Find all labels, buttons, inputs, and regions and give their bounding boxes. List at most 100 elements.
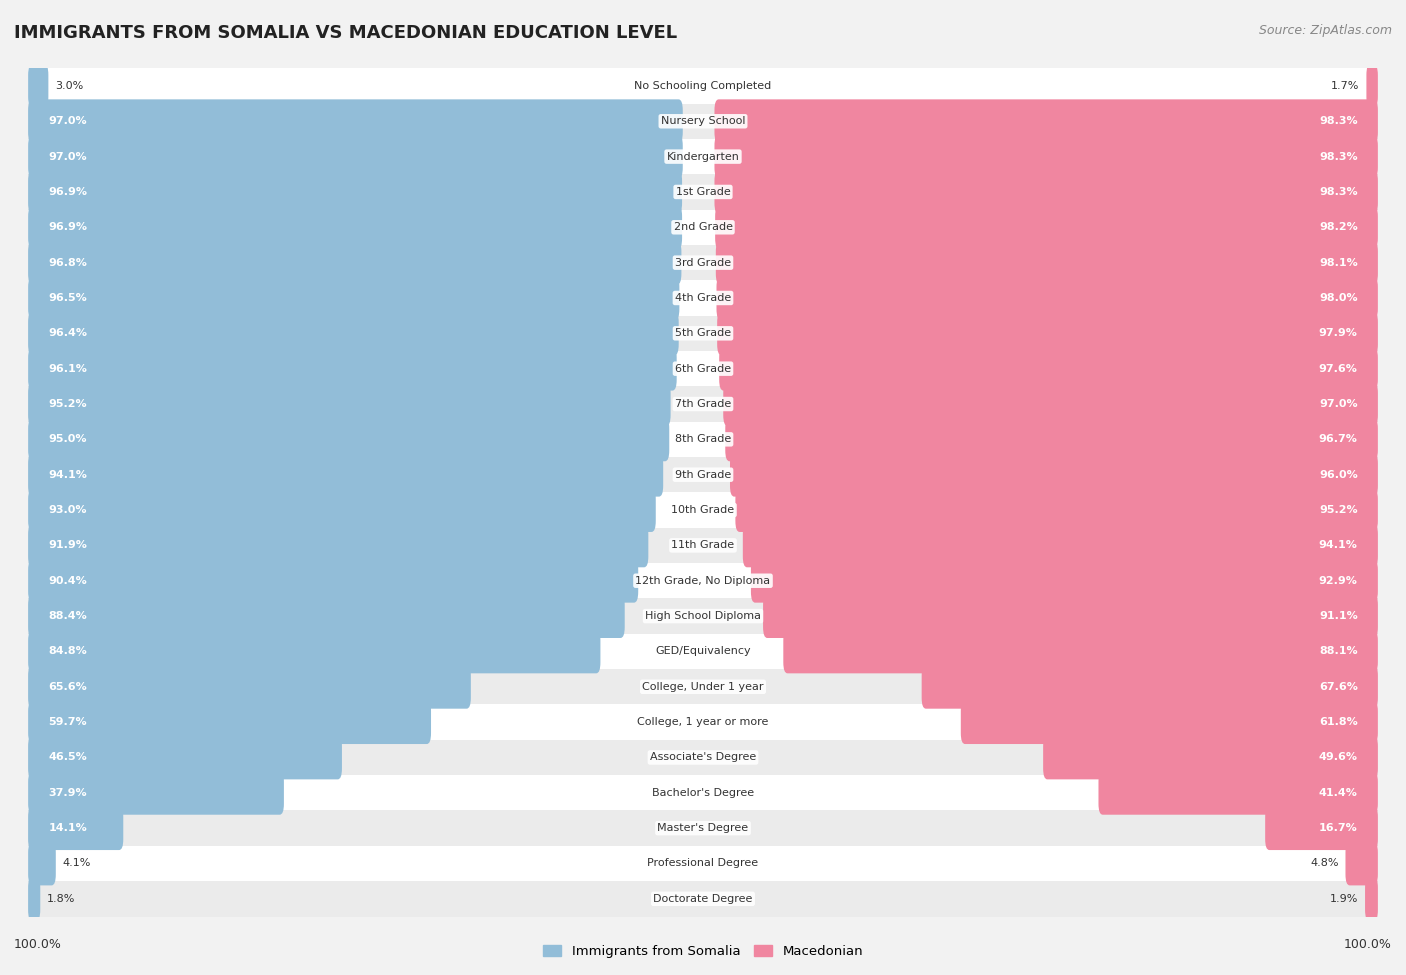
Text: 97.0%: 97.0% — [48, 151, 87, 162]
Bar — [1, 846, 1405, 881]
Bar — [1, 316, 1405, 351]
Text: 37.9%: 37.9% — [48, 788, 87, 798]
FancyBboxPatch shape — [735, 488, 1378, 532]
Text: 90.4%: 90.4% — [48, 575, 87, 586]
Bar — [1, 669, 1405, 704]
Text: 84.8%: 84.8% — [48, 646, 87, 656]
FancyBboxPatch shape — [714, 135, 1378, 178]
Text: Master's Degree: Master's Degree — [658, 823, 748, 834]
FancyBboxPatch shape — [1367, 64, 1378, 108]
Bar — [1, 103, 1405, 138]
FancyBboxPatch shape — [28, 700, 432, 744]
FancyBboxPatch shape — [28, 877, 41, 920]
Text: 11th Grade: 11th Grade — [672, 540, 734, 551]
FancyBboxPatch shape — [28, 417, 669, 461]
Text: 96.8%: 96.8% — [48, 257, 87, 268]
Text: Kindergarten: Kindergarten — [666, 151, 740, 162]
FancyBboxPatch shape — [714, 99, 1378, 143]
FancyBboxPatch shape — [1365, 877, 1378, 920]
Bar — [1, 527, 1405, 564]
Text: 98.1%: 98.1% — [1319, 257, 1358, 268]
FancyBboxPatch shape — [714, 170, 1378, 214]
Text: Associate's Degree: Associate's Degree — [650, 753, 756, 762]
Text: 4th Grade: 4th Grade — [675, 292, 731, 303]
Text: Professional Degree: Professional Degree — [647, 858, 759, 869]
Text: IMMIGRANTS FROM SOMALIA VS MACEDONIAN EDUCATION LEVEL: IMMIGRANTS FROM SOMALIA VS MACEDONIAN ED… — [14, 24, 678, 42]
FancyBboxPatch shape — [716, 206, 1378, 250]
Text: 61.8%: 61.8% — [1319, 717, 1358, 727]
FancyBboxPatch shape — [28, 630, 600, 674]
Bar — [1, 810, 1405, 846]
FancyBboxPatch shape — [28, 135, 683, 178]
FancyBboxPatch shape — [28, 347, 676, 391]
Text: 95.2%: 95.2% — [48, 399, 87, 410]
Text: 98.3%: 98.3% — [1319, 116, 1358, 127]
Text: 4.1%: 4.1% — [62, 858, 91, 869]
Bar — [1, 457, 1405, 492]
FancyBboxPatch shape — [717, 276, 1378, 320]
Text: 93.0%: 93.0% — [48, 505, 87, 515]
Text: 96.0%: 96.0% — [1319, 470, 1358, 480]
Text: 46.5%: 46.5% — [48, 753, 87, 762]
FancyBboxPatch shape — [723, 382, 1378, 426]
Text: 96.1%: 96.1% — [48, 364, 87, 373]
Bar — [1, 599, 1405, 634]
Text: College, Under 1 year: College, Under 1 year — [643, 682, 763, 692]
Bar — [1, 775, 1405, 810]
FancyBboxPatch shape — [28, 841, 56, 885]
Text: 98.3%: 98.3% — [1319, 151, 1358, 162]
FancyBboxPatch shape — [730, 452, 1378, 496]
Text: 2nd Grade: 2nd Grade — [673, 222, 733, 232]
Text: 12th Grade, No Diploma: 12th Grade, No Diploma — [636, 575, 770, 586]
FancyBboxPatch shape — [922, 665, 1378, 709]
FancyBboxPatch shape — [717, 311, 1378, 355]
Text: 88.4%: 88.4% — [48, 611, 87, 621]
FancyBboxPatch shape — [720, 347, 1378, 391]
FancyBboxPatch shape — [28, 488, 655, 532]
Text: College, 1 year or more: College, 1 year or more — [637, 717, 769, 727]
Text: 5th Grade: 5th Grade — [675, 329, 731, 338]
Text: 97.0%: 97.0% — [48, 116, 87, 127]
Text: 1.9%: 1.9% — [1330, 894, 1358, 904]
Text: 7th Grade: 7th Grade — [675, 399, 731, 410]
Text: 9th Grade: 9th Grade — [675, 470, 731, 480]
Text: 100.0%: 100.0% — [1344, 938, 1392, 951]
Text: 10th Grade: 10th Grade — [672, 505, 734, 515]
Text: 96.5%: 96.5% — [48, 292, 87, 303]
Text: 97.0%: 97.0% — [1319, 399, 1358, 410]
Text: GED/Equivalency: GED/Equivalency — [655, 646, 751, 656]
Text: 98.3%: 98.3% — [1319, 187, 1358, 197]
Bar — [1, 492, 1405, 527]
Text: 98.0%: 98.0% — [1319, 292, 1358, 303]
FancyBboxPatch shape — [783, 630, 1378, 674]
Text: No Schooling Completed: No Schooling Completed — [634, 81, 772, 91]
Text: 91.9%: 91.9% — [48, 540, 87, 551]
FancyBboxPatch shape — [28, 806, 124, 850]
Text: 67.6%: 67.6% — [1319, 682, 1358, 692]
Text: 94.1%: 94.1% — [1319, 540, 1358, 551]
Bar — [1, 740, 1405, 775]
Text: 91.1%: 91.1% — [1319, 611, 1358, 621]
FancyBboxPatch shape — [725, 417, 1378, 461]
FancyBboxPatch shape — [28, 382, 671, 426]
Bar — [1, 386, 1405, 421]
Text: 96.4%: 96.4% — [48, 329, 87, 338]
FancyBboxPatch shape — [28, 276, 679, 320]
Bar — [1, 351, 1405, 386]
Bar — [1, 634, 1405, 669]
FancyBboxPatch shape — [28, 241, 682, 285]
FancyBboxPatch shape — [28, 99, 683, 143]
Text: 6th Grade: 6th Grade — [675, 364, 731, 373]
Text: 98.2%: 98.2% — [1319, 222, 1358, 232]
FancyBboxPatch shape — [28, 64, 48, 108]
Text: 1.7%: 1.7% — [1331, 81, 1360, 91]
Text: 92.9%: 92.9% — [1319, 575, 1358, 586]
Text: 100.0%: 100.0% — [14, 938, 62, 951]
FancyBboxPatch shape — [28, 559, 638, 603]
Text: 96.9%: 96.9% — [48, 187, 87, 197]
Text: 3rd Grade: 3rd Grade — [675, 257, 731, 268]
Text: 96.7%: 96.7% — [1319, 434, 1358, 445]
FancyBboxPatch shape — [28, 665, 471, 709]
Bar — [1, 245, 1405, 281]
Bar — [1, 210, 1405, 245]
